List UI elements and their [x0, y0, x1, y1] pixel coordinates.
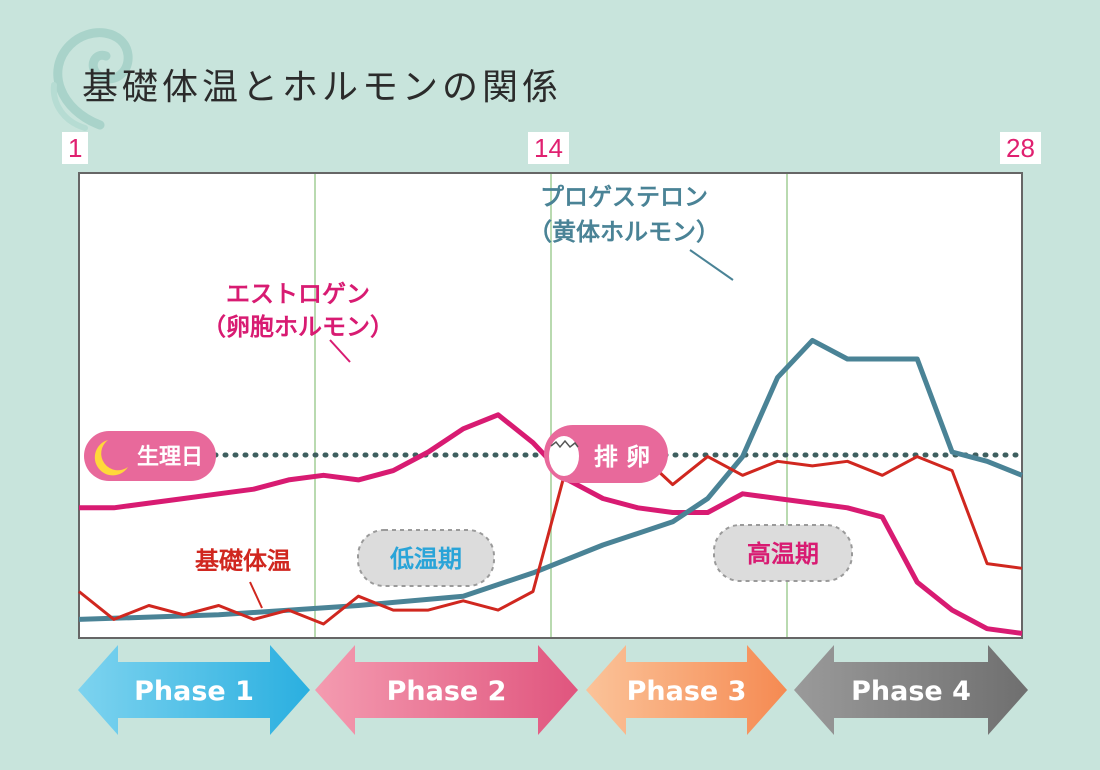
phase-label-3: Phase 3	[627, 676, 747, 707]
estrogen-label-leader	[329, 339, 351, 363]
corner-swirl-icon	[50, 28, 133, 131]
phase-arrow-3	[586, 645, 787, 735]
phase-arrow-2	[315, 645, 578, 735]
ovulation-marker-label: 排 卵	[594, 443, 650, 471]
progesterone-label-line2: （黄体ホルモン）	[528, 218, 720, 246]
phase-arrow-4	[794, 645, 1028, 735]
low-temp-zone-label: 低温期	[389, 545, 462, 573]
day-label-end: 28	[1000, 132, 1041, 164]
phase-label-4: Phase 4	[851, 676, 971, 707]
period-marker-label: 生理日	[137, 445, 203, 470]
phase-label-1: Phase 1	[134, 676, 254, 707]
phase-arrow-1	[78, 645, 310, 735]
high-temp-zone-badge: 高温期	[713, 524, 853, 582]
high-temp-zone-label: 高温期	[747, 540, 819, 568]
estrogen-label-line1: エストロゲン	[226, 280, 370, 308]
period-marker: 生理日	[84, 431, 216, 481]
page-title: 基礎体温とホルモンの関係	[82, 67, 563, 108]
phase-label-2: Phase 2	[387, 676, 507, 707]
day-label-start: 1	[62, 132, 89, 164]
ovulation-marker: 排 卵	[544, 425, 668, 483]
progesterone-label-leader	[689, 249, 734, 281]
day-label-mid: 14	[528, 132, 569, 164]
temperature-label-leader	[249, 581, 263, 609]
progesterone-label-line1: プロゲステロン	[540, 183, 708, 211]
low-temp-zone-badge: 低温期	[357, 529, 495, 587]
progesterone-line	[78, 337, 1023, 622]
temperature-label: 基礎体温	[195, 547, 291, 575]
basal-temperature-line	[78, 450, 1023, 626]
estrogen-label-line2: （卵胞ホルモン）	[202, 313, 394, 341]
moon-icon	[94, 440, 128, 476]
